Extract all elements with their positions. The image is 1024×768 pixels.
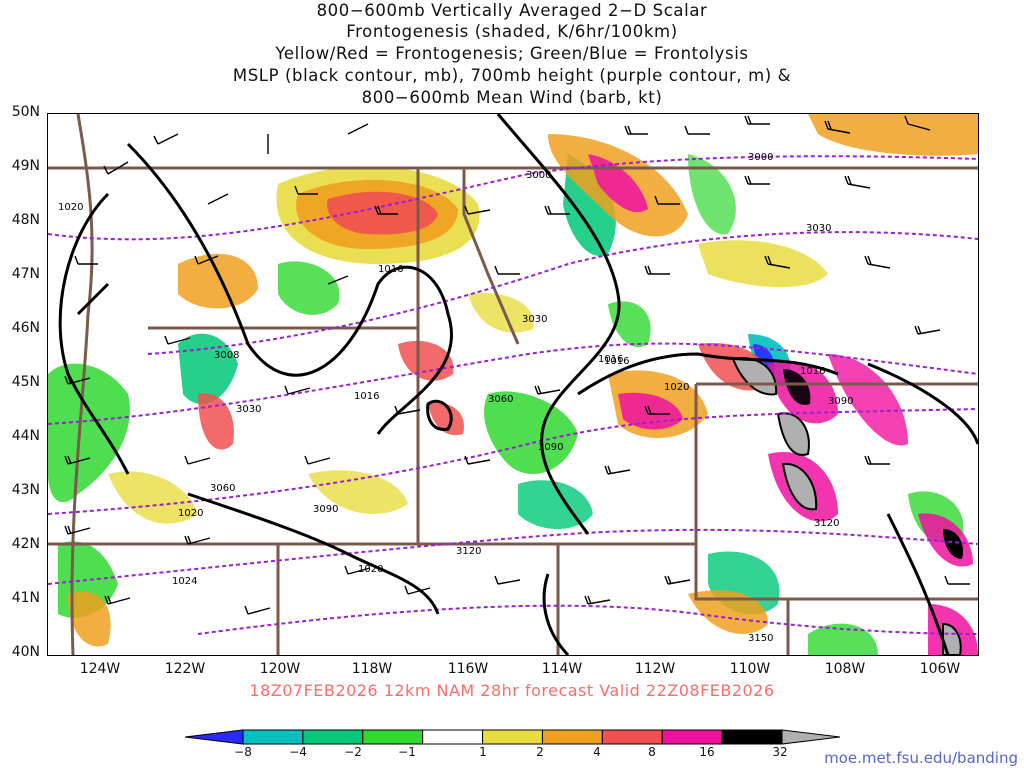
colorbar-segment — [422, 729, 484, 745]
map-panel: 1020 1016 1016 1016 1020 1016 1024 1020 … — [47, 113, 979, 656]
title-line-3: Yellow/Red = Frontogenesis; Green/Blue =… — [275, 44, 749, 63]
colorbar-label: −8 — [234, 745, 252, 759]
colorbar-segment — [362, 729, 424, 745]
colorbar-label: 8 — [648, 745, 656, 759]
colorbar-segment — [302, 729, 364, 745]
wind-barbs — [64, 115, 970, 615]
colorbar-label: −2 — [344, 745, 362, 759]
colorbar — [184, 729, 841, 745]
colorbar-label: 16 — [699, 745, 715, 759]
lon-label: 110W — [729, 661, 771, 677]
colorbar-label: −4 — [289, 745, 307, 759]
height-label: 3120 — [456, 546, 481, 557]
title-line-1: 800−600mb Vertically Averaged 2−D Scalar — [316, 1, 708, 20]
lon-label: 118W — [351, 661, 393, 677]
lon-label: 124W — [79, 661, 121, 677]
mslp-label: 1016 — [800, 366, 825, 377]
lat-label: 41N — [11, 590, 40, 606]
colorbar-label: −1 — [398, 745, 416, 759]
lat-label: 46N — [11, 320, 40, 336]
frontogenesis-shading — [48, 114, 978, 655]
lat-label: 43N — [11, 482, 40, 498]
lat-label: 49N — [11, 158, 40, 174]
lon-label: 122W — [164, 661, 206, 677]
height-contours — [48, 155, 978, 635]
mslp-label: 1020 — [58, 202, 83, 213]
height-label: 3090 — [828, 396, 853, 407]
title-line-4: MSLP (black contour, mb), 700mb height (… — [232, 66, 792, 85]
colorbar-label: 32 — [772, 745, 788, 759]
height-label: 3000 — [526, 170, 551, 181]
height-label: 3090 — [313, 504, 338, 515]
lon-label: 114W — [541, 661, 583, 677]
height-label: 3060 — [488, 394, 513, 405]
height-label: 3030 — [522, 314, 547, 325]
colorbar-segment — [541, 729, 603, 745]
title-line-2: Frontogenesis (shaded, K/6hr/100km) — [346, 22, 678, 41]
frontogenesis-map: 1020 1016 1016 1016 1020 1016 1024 1020 … — [48, 114, 978, 655]
mslp-contours — [58, 114, 978, 655]
state-borders — [48, 114, 978, 655]
credit-text: moe.met.fsu.edu/banding — [824, 749, 1018, 767]
lon-label: 116W — [447, 661, 489, 677]
colorbar-segment — [601, 729, 663, 745]
mslp-label: 1016 — [354, 391, 379, 402]
height-label: 3150 — [748, 633, 773, 644]
height-label: 3030 — [236, 404, 261, 415]
lat-label: 48N — [11, 212, 40, 228]
mslp-label: 1020 — [358, 564, 383, 575]
colorbar-segment — [184, 729, 244, 745]
lon-label: 112W — [634, 661, 676, 677]
lon-label: 108W — [824, 661, 866, 677]
run-info-label: 18Z07FEB2026 12km NAM 28hr forecast Vali… — [249, 681, 775, 700]
lat-label: 42N — [11, 536, 40, 552]
colorbar-segment — [482, 729, 543, 745]
height-label: 3120 — [814, 518, 839, 529]
height-label: 3000 — [748, 152, 773, 163]
height-label: 3060 — [210, 483, 235, 494]
lat-label: 45N — [11, 374, 40, 390]
height-label: 3008 — [214, 350, 239, 361]
lat-label: 50N — [11, 104, 40, 120]
lon-label: 106W — [919, 661, 961, 677]
mslp-label: 1016 — [604, 356, 629, 367]
colorbar-segment — [661, 729, 723, 745]
colorbar-segment — [242, 729, 304, 745]
lon-label: 120W — [259, 661, 301, 677]
mslp-label: 1024 — [172, 576, 197, 587]
colorbar-label: 1 — [479, 745, 487, 759]
lat-label: 44N — [11, 428, 40, 444]
lat-label: 47N — [11, 266, 40, 282]
lat-label: 40N — [11, 644, 40, 660]
colorbar-segment — [781, 729, 841, 745]
title-line-5: 800−600mb Mean Wind (barb, kt) — [361, 88, 663, 107]
colorbar-label: 4 — [593, 745, 601, 759]
colorbar-segment — [721, 729, 783, 745]
mslp-label: 1020 — [664, 382, 689, 393]
height-label: 3030 — [806, 223, 831, 234]
colorbar-label: 2 — [536, 745, 544, 759]
mslp-label: 1016 — [378, 264, 403, 275]
mslp-label: 1016 — [598, 354, 623, 365]
mslp-label: 1020 — [178, 508, 203, 519]
height-label: 3090 — [538, 442, 563, 453]
